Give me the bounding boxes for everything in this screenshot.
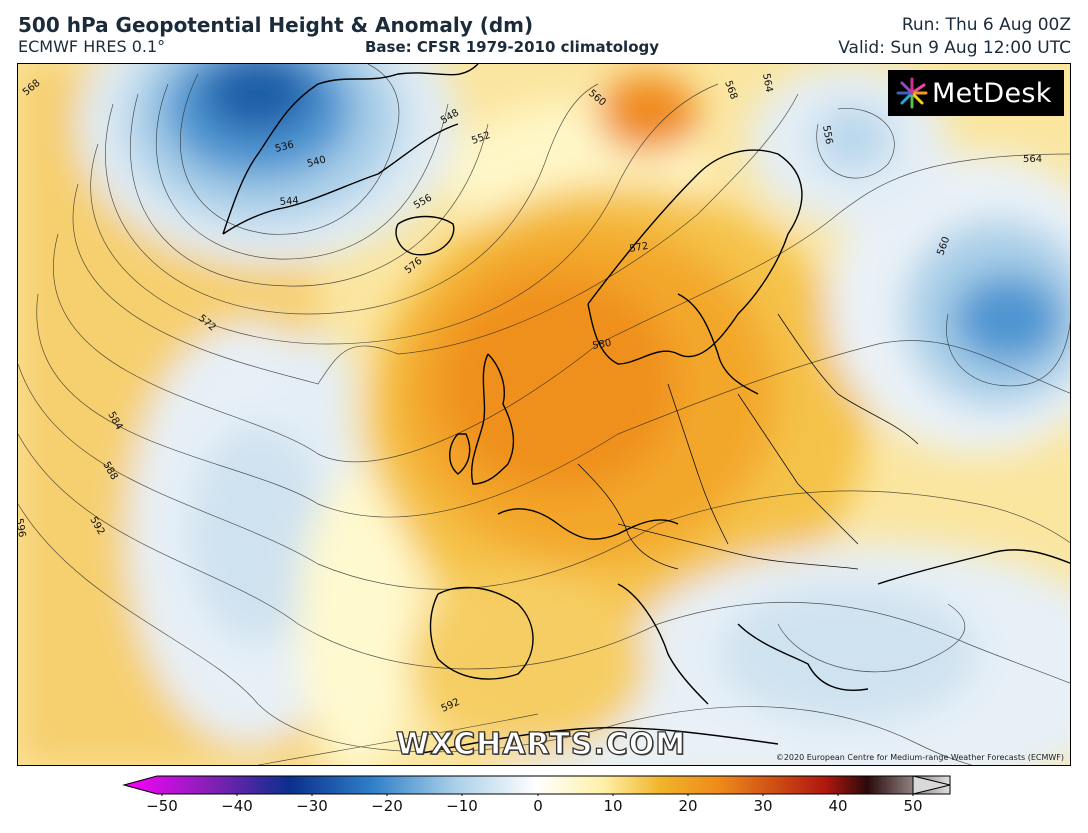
height-contours — [18, 64, 1070, 765]
ireland-coast — [449, 433, 471, 475]
black-sea-coast — [877, 549, 1070, 585]
north-coast — [497, 508, 679, 540]
colorbar-tick-label: −30 — [296, 797, 328, 815]
anomaly-field — [18, 64, 1070, 765]
colorbar-tick-label: 30 — [753, 797, 773, 815]
great-britain-coast — [471, 353, 515, 485]
iberia-coast — [429, 586, 534, 680]
colorbar: −50 −40 −30 −20 −10 0 10 20 30 40 50 — [0, 770, 1088, 833]
scandinavia-coast — [587, 149, 803, 365]
copyright-notice: ©2020 European Centre for Medium-range W… — [775, 753, 1064, 762]
colorbar-strip — [122, 775, 951, 796]
greenland-coast — [222, 64, 479, 235]
metdesk-logo: MetDesk — [888, 70, 1064, 116]
italy-coast — [617, 583, 709, 705]
baltic-coast — [677, 293, 759, 395]
colorbar-tick-label: −20 — [371, 797, 403, 815]
coastlines — [222, 64, 1070, 755]
chart-header: 500 hPa Geopotential Height & Anomaly (d… — [0, 0, 1088, 62]
colorbar-tick-label: 10 — [603, 797, 623, 815]
north-africa-coast — [417, 726, 779, 755]
iceland-coast — [395, 215, 455, 256]
country-borders — [577, 313, 919, 570]
contour-label: 536 — [274, 139, 295, 155]
contour-label: 544 — [279, 195, 299, 208]
valid-time-label: Valid: Sun 9 Aug 12:00 UTC — [838, 38, 1071, 58]
colorbar-tick-label: −50 — [146, 797, 178, 815]
anomaly-map: 568 536 540 544 548 552 556 560 564 568 … — [18, 64, 1070, 765]
contour-label: 596 — [18, 518, 27, 539]
contour-label: 540 — [306, 154, 327, 170]
colorbar-tick-label: 0 — [533, 797, 543, 815]
colorbar-tick-label: −40 — [221, 797, 253, 815]
colorbar-tick-label: 40 — [828, 797, 848, 815]
colorbar-bar — [122, 775, 951, 795]
contour-label: 580 — [592, 338, 613, 352]
watermark: WXCHARTS.COM — [395, 726, 687, 762]
run-time-label: Run: Thu 6 Aug 00Z — [901, 15, 1071, 35]
colorbar-tick-label: 20 — [678, 797, 698, 815]
model-label: ECMWF HRES 0.1° — [18, 37, 166, 56]
colorbar-tick-label: −10 — [446, 797, 478, 815]
colorbar-ticks — [161, 794, 914, 796]
contour-label: 572 — [629, 241, 650, 255]
colorbar-tick-label: 50 — [903, 797, 923, 815]
contour-label: 564 — [1023, 154, 1042, 165]
map-panel: 568 536 540 544 548 552 556 560 564 568 … — [17, 63, 1071, 766]
logo-text: MetDesk — [932, 77, 1052, 109]
metdesk-swirl-icon — [896, 77, 928, 109]
balkans-coast — [737, 623, 869, 691]
chart-title: 500 hPa Geopotential Height & Anomaly (d… — [18, 13, 534, 37]
climatology-base-label: Base: CFSR 1979-2010 climatology — [365, 38, 660, 56]
contour-label: 556 — [820, 125, 834, 146]
contour-label: 564 — [760, 73, 774, 94]
